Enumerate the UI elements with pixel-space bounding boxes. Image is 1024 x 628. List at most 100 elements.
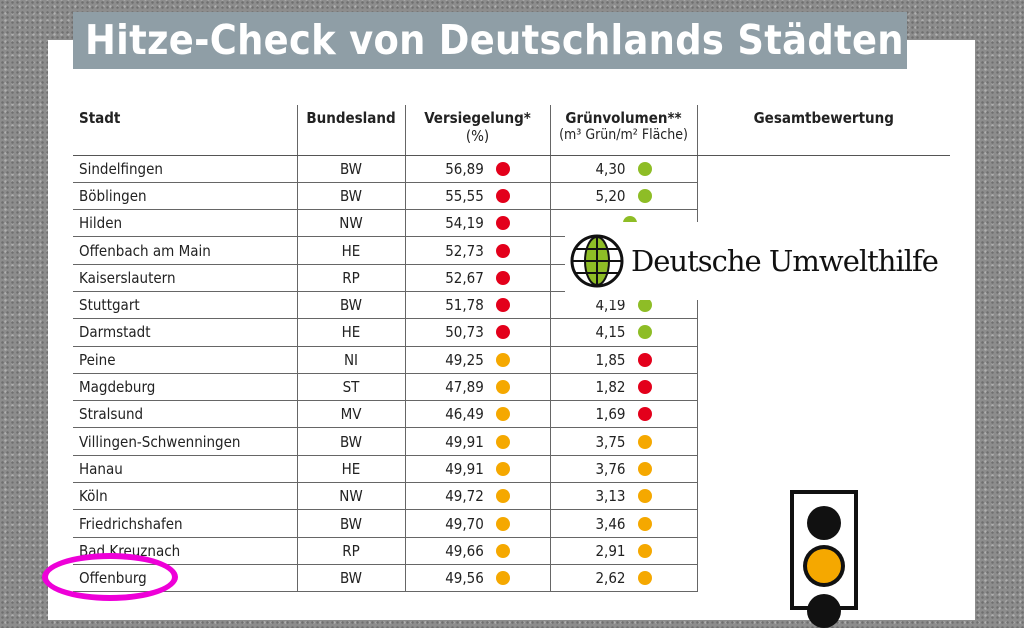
cell-gesamt (696, 400, 950, 428)
cell-gruenvolumen: 1,69 (549, 400, 697, 429)
versiegelung-value: 49,25 (445, 350, 484, 369)
gruen-value: 1,69 (595, 405, 626, 424)
header-versiegelung: Versiegelung* (%) (404, 105, 550, 156)
cell-gruenvolumen: 2,62 (549, 564, 697, 593)
rating-dot-icon (637, 352, 652, 367)
rating-dot-icon (495, 461, 510, 476)
cell-stadt: Böblingen (73, 182, 297, 211)
gruen-value: 4,15 (595, 323, 626, 342)
cell-bundesland: BW (296, 564, 405, 593)
rating-dot-icon (495, 188, 510, 203)
rating-dot-icon (495, 216, 510, 231)
versiegelung-value: 49,91 (445, 432, 484, 451)
cell-stadt: Friedrichshafen (73, 509, 297, 538)
gruen-value: 1,85 (595, 350, 626, 369)
cell-versiegelung: 52,73 (404, 236, 550, 265)
versiegelung-value: 54,19 (445, 214, 484, 233)
rating-dot-icon (495, 489, 510, 504)
table-header: Stadt Bundesland Versiegelung* (%) Grünvo… (73, 105, 950, 156)
versiegelung-value: 46,49 (445, 405, 484, 424)
cell-versiegelung: 52,67 (404, 264, 550, 292)
versiegelung-value: 47,89 (445, 378, 484, 397)
header-bundesland: Bundesland (296, 105, 405, 156)
versiegelung-value: 55,55 (445, 186, 484, 205)
header-stadt: Stadt (73, 105, 297, 156)
versiegelung-value: 56,89 (445, 159, 484, 178)
highlight-ellipse (42, 553, 178, 601)
rating-dot-icon (495, 161, 510, 176)
versiegelung-value: 52,67 (445, 268, 484, 287)
gruen-value: 3,75 (595, 432, 626, 451)
rating-dot-icon (495, 543, 510, 558)
table-row: Bad Kreuznach RP 49,66 2,91 (73, 537, 950, 565)
rating-dot-icon (495, 380, 510, 395)
cell-bundesland: BW (296, 427, 405, 456)
cell-versiegelung: 49,66 (404, 537, 550, 565)
gruen-value: 2,91 (595, 541, 626, 560)
versiegelung-value: 49,72 (445, 487, 484, 506)
traffic-light-icon (790, 490, 858, 628)
table-row: Peine NI 49,25 1,85 (73, 346, 950, 374)
cell-versiegelung: 56,89 (404, 155, 550, 183)
cell-gesamt (696, 427, 950, 456)
cell-gesamt (696, 318, 950, 347)
cell-bundesland: BW (296, 182, 405, 211)
versiegelung-value: 51,78 (445, 296, 484, 315)
rating-dot-icon (495, 407, 510, 422)
cell-gesamt (696, 455, 950, 483)
rating-dot-icon (495, 516, 510, 531)
cell-bundesland: BW (296, 155, 405, 183)
table-row: Villingen-Schwenningen BW 49,91 3,75 (73, 427, 950, 456)
table-row: Darmstadt HE 50,73 4,15 (73, 318, 950, 347)
table-row: Böblingen BW 55,55 5,20 (73, 182, 950, 211)
header-gruenvolumen: Grünvolumen** (m³ Grün/m² Fläche) (549, 105, 697, 156)
table-row: Stralsund MV 46,49 1,69 (73, 400, 950, 429)
table-row: Hanau HE 49,91 3,76 (73, 455, 950, 484)
cell-gruenvolumen: 1,85 (549, 346, 697, 374)
cell-bundesland: NI (296, 346, 405, 374)
cell-gruenvolumen: 3,13 (549, 482, 697, 511)
cell-gesamt (696, 182, 950, 210)
rating-dot-icon (495, 434, 510, 449)
cell-versiegelung: 49,72 (404, 482, 550, 511)
cell-bundesland: BW (296, 509, 405, 538)
rating-dot-icon (637, 188, 652, 203)
cell-gruenvolumen: 3,76 (549, 455, 697, 484)
globe-leaf-icon (570, 234, 624, 288)
cell-versiegelung: 49,25 (404, 346, 550, 374)
rating-dot-icon (495, 571, 510, 586)
rating-dot-icon (495, 243, 510, 258)
rating-dot-icon (637, 543, 652, 558)
cell-stadt: Magdeburg (73, 373, 297, 402)
cell-gruenvolumen: 5,20 (549, 182, 697, 211)
cell-stadt: Köln (73, 482, 297, 511)
cell-versiegelung: 46,49 (404, 400, 550, 429)
cell-gruenvolumen: 4,30 (549, 155, 697, 183)
header-gruen-unit: (m³ Grün/m² Fläche) (559, 127, 688, 143)
table-row: Köln NW 49,72 3,13 (73, 482, 950, 511)
cell-stadt: Sindelfingen (73, 155, 297, 183)
cell-gesamt (696, 346, 950, 374)
versiegelung-value: 52,73 (445, 241, 484, 260)
cell-versiegelung: 49,70 (404, 509, 550, 538)
cell-versiegelung: 47,89 (404, 373, 550, 402)
rating-dot-icon (637, 489, 652, 504)
rating-dot-icon (637, 516, 652, 531)
cell-bundesland: HE (296, 318, 405, 347)
cell-bundesland: RP (296, 264, 405, 292)
rating-dot-icon (637, 298, 652, 313)
cell-versiegelung: 49,56 (404, 564, 550, 593)
cell-bundesland: RP (296, 537, 405, 565)
lamp-top (807, 506, 841, 540)
logo-text: Deutsche Umwelthilfe (631, 244, 939, 278)
rating-dot-icon (637, 434, 652, 449)
cell-gruenvolumen: 4,15 (549, 318, 697, 347)
gruen-value: 4,19 (595, 296, 626, 315)
cell-gruenvolumen: 3,46 (549, 509, 697, 538)
cell-versiegelung: 49,91 (404, 427, 550, 456)
header-gruen-label: Grünvolumen** (565, 109, 682, 127)
table-row: Sindelfingen BW 56,89 4,30 (73, 155, 950, 183)
cell-stadt: Stralsund (73, 400, 297, 429)
rating-dot-icon (637, 571, 652, 586)
gruen-value: 2,62 (595, 569, 626, 588)
